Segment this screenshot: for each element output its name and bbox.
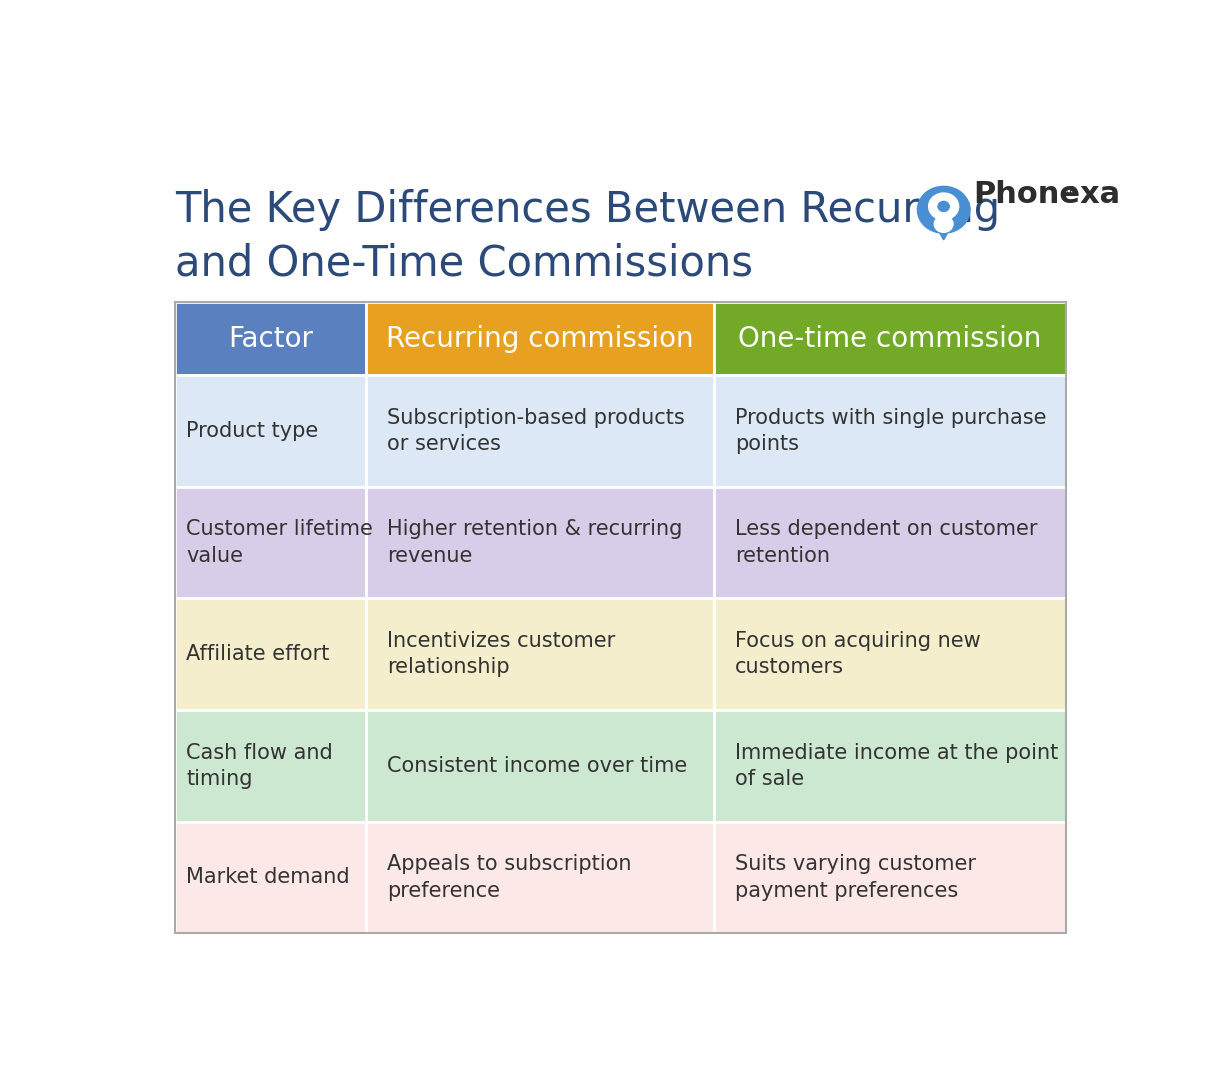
FancyBboxPatch shape <box>367 598 714 710</box>
Text: Incentivizes customer
relationship: Incentivizes customer relationship <box>387 631 616 678</box>
Text: Customer lifetime
value: Customer lifetime value <box>186 519 373 566</box>
Text: Market demand: Market demand <box>186 868 350 887</box>
Text: Products with single purchase
points: Products with single purchase points <box>734 408 1047 454</box>
Text: Consistent income over time: Consistent income over time <box>387 756 687 775</box>
FancyBboxPatch shape <box>174 302 367 376</box>
FancyBboxPatch shape <box>367 302 714 376</box>
Text: One-time commission: One-time commission <box>738 325 1042 353</box>
FancyBboxPatch shape <box>174 487 367 598</box>
Text: Appeals to subscription
preference: Appeals to subscription preference <box>387 854 632 900</box>
Text: Affiliate effort: Affiliate effort <box>186 644 329 665</box>
FancyBboxPatch shape <box>714 598 1066 710</box>
Text: Product type: Product type <box>186 421 318 441</box>
Text: The Key Differences Between Recurring
and One-Time Commissions: The Key Differences Between Recurring an… <box>174 189 999 285</box>
FancyBboxPatch shape <box>367 376 714 487</box>
Text: Immediate income at the point
of sale: Immediate income at the point of sale <box>734 743 1058 788</box>
Text: Recurring commission: Recurring commission <box>386 325 693 353</box>
Text: Factor: Factor <box>227 325 313 353</box>
Text: Suits varying customer
payment preferences: Suits varying customer payment preferenc… <box>734 854 975 900</box>
Text: ®: ® <box>1065 186 1078 200</box>
FancyBboxPatch shape <box>174 710 367 821</box>
FancyBboxPatch shape <box>367 821 714 933</box>
Circle shape <box>938 201 950 212</box>
Polygon shape <box>933 219 955 240</box>
Circle shape <box>917 187 970 233</box>
FancyBboxPatch shape <box>714 821 1066 933</box>
FancyBboxPatch shape <box>714 487 1066 598</box>
Text: Subscription-based products
or services: Subscription-based products or services <box>387 408 685 454</box>
Text: Cash flow and
timing: Cash flow and timing <box>186 743 333 788</box>
Text: Phonexa: Phonexa <box>974 180 1120 210</box>
Circle shape <box>928 193 958 219</box>
FancyBboxPatch shape <box>174 598 367 710</box>
FancyBboxPatch shape <box>174 821 367 933</box>
Text: Higher retention & recurring
revenue: Higher retention & recurring revenue <box>387 519 682 566</box>
FancyBboxPatch shape <box>714 710 1066 821</box>
Text: Focus on acquiring new
customers: Focus on acquiring new customers <box>734 631 980 678</box>
FancyBboxPatch shape <box>367 710 714 821</box>
FancyBboxPatch shape <box>367 487 714 598</box>
Text: Less dependent on customer
retention: Less dependent on customer retention <box>734 519 1037 566</box>
FancyBboxPatch shape <box>714 302 1066 376</box>
FancyBboxPatch shape <box>714 376 1066 487</box>
FancyBboxPatch shape <box>174 376 367 487</box>
Circle shape <box>934 216 953 232</box>
